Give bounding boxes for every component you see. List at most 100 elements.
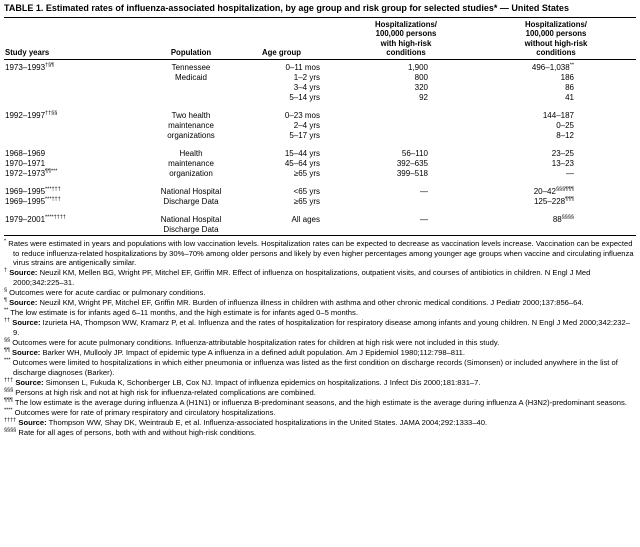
- with-risk-value: [336, 131, 476, 141]
- footnote-marker: †††: [4, 377, 14, 384]
- study-years-cell: [4, 83, 122, 93]
- population-cell: organization: [169, 169, 213, 179]
- footnote-marker: **: [4, 307, 9, 314]
- population-cell: [122, 83, 260, 93]
- age-group-cell: 15–44 yrs: [284, 149, 320, 159]
- without-risk-value: 496–1,038**: [531, 62, 574, 73]
- footnote: † Source: Neuzil KM, Mellen BG, Wright P…: [4, 267, 591, 288]
- study-years-cell: 1992–1997††§§: [5, 110, 58, 121]
- without-risk-value: [476, 225, 636, 236]
- age-group-cell: All ages: [291, 215, 320, 225]
- table-row: 5–14 yrs 92 41: [4, 93, 636, 103]
- with-risk-value: [336, 111, 476, 121]
- study-years-cell: 1973–1993†§¶: [5, 62, 55, 73]
- footnote-marker: ¶¶¶: [4, 397, 13, 404]
- study-years-cell: [4, 225, 122, 236]
- footnote-marker: ††††: [4, 417, 17, 424]
- footnote: ¶ Source: Neuzil KM, Wright PF, Mitchel …: [4, 297, 584, 308]
- age-group-cell: 5–17 yrs: [289, 131, 320, 141]
- study-years-cell: 1972–1973¶¶***: [5, 168, 58, 179]
- without-risk-value: 144–187: [542, 111, 574, 121]
- with-risk-value: 56–110: [401, 149, 428, 159]
- footnote: §§§ Persons at high risk and not at high…: [4, 387, 316, 398]
- table-row: Medicaid 1–2 yrs 800 186: [4, 73, 636, 83]
- header-hospitalizations-without-risk: Hospitalizations/ 100,000 persons withou…: [476, 16, 636, 61]
- without-risk-value: —: [566, 169, 574, 179]
- study-years-cell: 1968–1969: [5, 149, 46, 159]
- footnote: §§ Outcomes were for acute pulmonary con…: [4, 337, 500, 348]
- with-risk-value: —: [420, 215, 428, 225]
- without-risk-value: 23–25: [551, 149, 574, 159]
- with-risk-value: [336, 225, 476, 236]
- row-spacer: [4, 103, 636, 111]
- without-risk-value: 41: [565, 93, 574, 103]
- age-group-cell: 45–64 yrs: [284, 159, 320, 169]
- footnote-marker: §: [4, 287, 8, 294]
- age-group-cell: 0–23 mos: [284, 111, 320, 121]
- table-header: Study years Population Age group Hospita…: [4, 16, 636, 61]
- without-risk-value: 86: [565, 83, 574, 93]
- footnote-marker: §§§: [4, 387, 14, 394]
- study-years-cell: [4, 131, 122, 141]
- table-body: 1973–1993†§¶ Tennessee 0–11 mos 1,900 496–1,…: [4, 60, 636, 236]
- row-spacer-cell: [4, 141, 636, 149]
- study-years-cell: 1970–1971: [5, 159, 46, 169]
- footnote-marker: ††: [4, 317, 11, 324]
- table-title: TABLE 1. Estimated rates of influenza-as…: [4, 3, 569, 13]
- age-group-cell: ≥65 yrs: [293, 169, 320, 179]
- footnote-marker: †: [4, 267, 8, 274]
- study-years-cell: 1969–1995***†††: [5, 196, 61, 207]
- table-row: 1970–1971 maintenance 45–64 yrs 392–635 13–2…: [4, 159, 636, 169]
- age-group-cell: [260, 225, 336, 236]
- without-risk-value: 88§§§§: [552, 214, 574, 225]
- without-risk-value: 13–23: [551, 159, 574, 169]
- footnote: ††† Source: Simonsen L, Fukuda K, Schonb…: [4, 377, 481, 387]
- age-group-cell: 1–2 yrs: [293, 73, 320, 83]
- study-years-cell: 1969–1995***†††: [5, 186, 61, 197]
- with-risk-value: 320: [414, 83, 428, 93]
- row-spacer-cell: [4, 103, 636, 111]
- header-hospitalizations-with-risk: Hospitalizations/ 100,000 persons with h…: [336, 16, 476, 61]
- row-spacer-cell: [4, 179, 636, 187]
- footnote: § Outcomes were for acute cardiac or pul…: [4, 287, 206, 298]
- footnote: †† Source: Izurieta HA, Thompson WW, Kra…: [4, 317, 630, 338]
- table-row: 1973–1993†§¶ Tennessee 0–11 mos 1,900 496–1,…: [4, 60, 636, 74]
- population-cell: maintenance: [168, 121, 214, 131]
- age-group-cell: 3–4 yrs: [293, 83, 320, 93]
- population-cell: National Hospital: [160, 187, 222, 197]
- without-risk-value: 125–228¶¶¶: [533, 196, 574, 207]
- table-row: maintenance 2–4 yrs 0–25: [4, 121, 636, 131]
- without-risk-value: 0–25: [556, 121, 574, 131]
- population-cell: Medicaid: [174, 73, 207, 83]
- population-cell: Discharge Data: [163, 225, 219, 235]
- table-row: 3–4 yrs 320 86: [4, 83, 636, 93]
- study-years-cell: [4, 93, 122, 103]
- with-risk-value: 392–635: [396, 159, 428, 169]
- table-page: TABLE 1. Estimated rates of influenza-as…: [4, 3, 636, 438]
- study-years-cell: [4, 73, 122, 83]
- footnote-marker: §§§§: [4, 427, 17, 434]
- row-spacer: [4, 179, 636, 187]
- footnote: * Rates were estimated in years and popu…: [4, 238, 634, 268]
- footnote: ¶¶¶ The low estimate is the average duri…: [4, 397, 627, 408]
- population-cell: Tennessee: [171, 63, 211, 73]
- footnote-marker: ¶: [4, 297, 7, 304]
- data-table: Study years Population Age group Hospita…: [4, 16, 636, 237]
- table-row: 1972–1973¶¶*** organization ≥65 yrs 399–518…: [4, 169, 636, 179]
- footnotes: * Rates were estimated in years and popu…: [4, 239, 636, 438]
- population-cell: Two health: [171, 111, 211, 121]
- population-cell: [122, 93, 260, 103]
- header-row: Study years Population Age group Hospita…: [4, 16, 636, 61]
- table-row: 1979–2001****†††† National Hospital All ag…: [4, 215, 636, 225]
- age-group-cell: 2–4 yrs: [293, 121, 320, 131]
- age-group-cell: <65 yrs: [293, 187, 320, 197]
- header-population: Population: [122, 16, 260, 61]
- footnote-marker: ***: [4, 357, 11, 364]
- footnote: ** The low estimate is for infants aged …: [4, 307, 358, 318]
- without-risk-value: 20–42§§§¶¶¶: [533, 186, 574, 197]
- population-cell: National Hospital: [160, 215, 222, 225]
- footnote: ¶¶ Source: Barker WH, Mullooly JP. Impac…: [4, 347, 465, 358]
- table-row: 1969–1995***††† Discharge Data ≥65 yrs 125–…: [4, 197, 636, 207]
- header-age-group: Age group: [260, 16, 336, 61]
- study-years-cell: 1979–2001****††††: [5, 214, 66, 225]
